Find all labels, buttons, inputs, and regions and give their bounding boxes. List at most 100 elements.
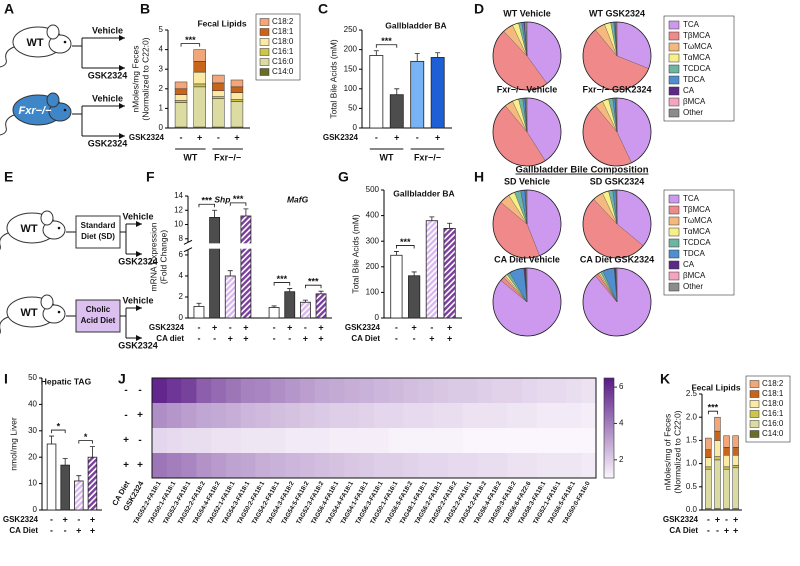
heatmap-cell [403, 403, 419, 429]
row-sign: + [123, 460, 129, 471]
bar-segment [723, 447, 730, 456]
mouse-label: Fxr−/− [18, 105, 52, 117]
row-sign: + [212, 322, 217, 332]
legend-label: TCA [683, 194, 700, 203]
colorbar-step [604, 428, 614, 431]
y-tick-label: 2 [179, 292, 184, 301]
heatmap-cell [566, 428, 582, 454]
bar-segment [705, 468, 712, 509]
legend-swatch [668, 31, 680, 41]
y-tick-label: 100 [366, 288, 380, 297]
y-tick-label: 8 [179, 234, 184, 243]
legend-label: C16:1 [272, 47, 294, 56]
heatmap-cell [374, 403, 390, 429]
pie-outline [582, 267, 652, 337]
heatmap-cell [566, 453, 582, 479]
error-bar [196, 302, 202, 307]
legend-label: C18:1 [762, 389, 784, 398]
heatmap-cell [492, 453, 508, 479]
mouse-ear [46, 92, 60, 108]
bar-segment [212, 82, 225, 92]
legend-swatch [668, 249, 680, 259]
legend-swatch [668, 75, 680, 85]
row-sign: - [707, 514, 710, 524]
significance-label: * [84, 432, 88, 442]
mouse-label: WT [26, 37, 43, 49]
bar [193, 306, 205, 319]
row-name: CA Diet [669, 526, 698, 535]
heatmap-cell [314, 403, 330, 429]
bar [425, 220, 438, 319]
row-sign: - [304, 322, 307, 332]
arm-label: GSK2324 [88, 70, 128, 80]
break-mark [183, 239, 193, 245]
bar [443, 227, 456, 319]
row-sign: - [124, 385, 127, 396]
heatmap-cell [226, 403, 242, 429]
row-sign: + [197, 132, 202, 142]
panel-letter: A [4, 1, 14, 17]
bar [284, 291, 296, 319]
heatmap-cell [507, 403, 523, 429]
row-sign: + [318, 322, 323, 332]
bar-segment [174, 94, 188, 101]
bar-segment [174, 100, 188, 103]
error-bar [447, 222, 453, 229]
row-sign: - [138, 435, 141, 446]
row-sign: + [435, 132, 440, 142]
pie-title: CA Diet Vehicle [494, 254, 560, 264]
heatmap-cell [359, 403, 375, 429]
break-mark [183, 247, 193, 253]
row-sign: + [394, 132, 399, 142]
heatmap-cell [152, 403, 168, 429]
bar-segment [705, 457, 712, 468]
bar-segment [714, 456, 721, 461]
y-tick-label: 2.0 [686, 412, 698, 421]
significance-label: *** [400, 237, 411, 247]
heatmap-cell [374, 428, 390, 454]
heatmap-cell [359, 453, 375, 479]
colorbar-step [604, 473, 614, 476]
heatmap-cell [166, 428, 182, 454]
colorbar-step [604, 475, 614, 479]
colorbar-step [604, 470, 614, 474]
y-tick-label: 14 [174, 191, 183, 200]
colorbar-step [604, 430, 614, 434]
arrow-head [136, 251, 142, 257]
row-sign: - [273, 333, 276, 343]
colorbar-step [604, 418, 614, 421]
colorbar-frame [603, 377, 615, 479]
bar-segment [705, 466, 712, 470]
heatmap-cell [448, 453, 464, 479]
significance-label: *** [708, 403, 719, 413]
pie-outline [492, 97, 562, 167]
row-sign: + [243, 333, 248, 343]
legend-label: Other [683, 282, 703, 291]
bar-segment [212, 74, 225, 84]
mouse-ear [40, 294, 54, 310]
colorbar-step [604, 455, 614, 459]
heatmap-cell [522, 453, 538, 479]
heatmap-cell [507, 428, 523, 454]
diet-label: Acid Diet [81, 316, 116, 325]
y-tick-label: 10 [28, 479, 37, 488]
heatmap-cell [196, 403, 212, 429]
row-sign: + [447, 333, 452, 343]
pie-outline [582, 97, 652, 167]
bar-segment [714, 440, 721, 457]
row-sign: - [64, 525, 67, 535]
heatmap-cell [329, 428, 345, 454]
legend-swatch [259, 68, 270, 76]
legend-swatch [259, 18, 270, 26]
arm-label: GSK2324 [118, 340, 158, 350]
panel-letter: J [118, 371, 126, 387]
y-axis-label: nMoles/mg Feces [130, 45, 140, 112]
heatmap-cell [492, 403, 508, 429]
arm-label: Vehicle [122, 211, 153, 221]
colorbar-step [604, 440, 614, 444]
error-bar [49, 435, 55, 444]
bar-segment [230, 79, 244, 88]
heatmap-cell [329, 403, 345, 429]
diet-box [75, 215, 121, 249]
significance-label: *** [308, 277, 319, 287]
